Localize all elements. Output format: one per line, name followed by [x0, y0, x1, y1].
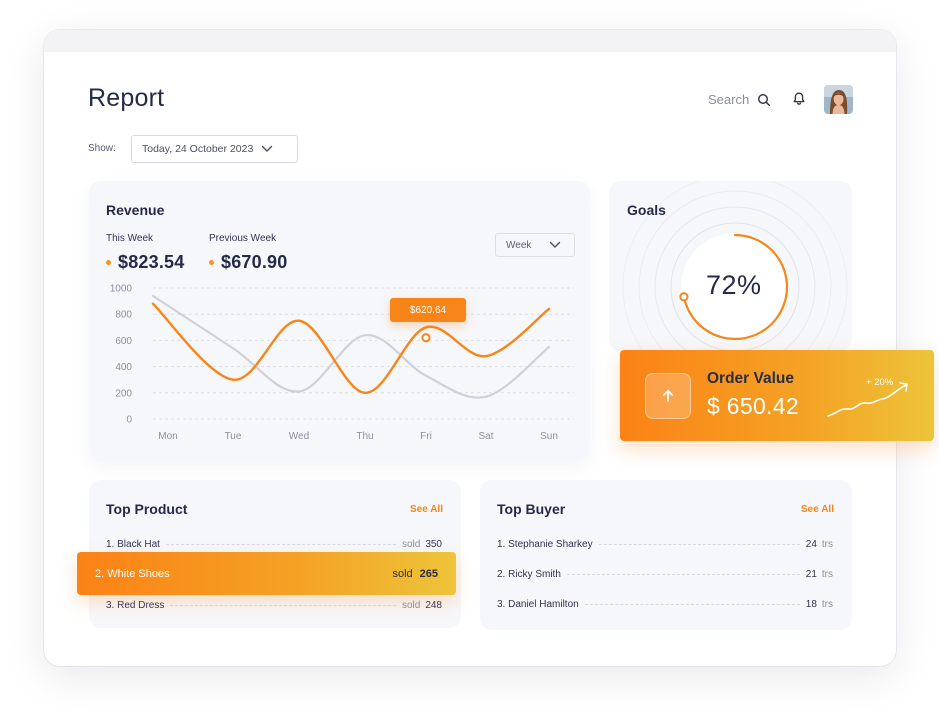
chevron-down-icon — [550, 241, 561, 248]
product-name: 3. Red Dress — [106, 600, 165, 611]
avatar[interactable] — [824, 85, 853, 114]
avatar-image — [824, 85, 853, 114]
buyer-count: 21 — [805, 569, 817, 580]
search-icon — [758, 93, 771, 106]
x-tick-label: Wed — [289, 431, 309, 442]
sold-label: sold — [401, 600, 421, 611]
list-item[interactable]: 2. Ricky Smith 21 trs — [497, 569, 833, 580]
list-item[interactable]: 3. Daniel Hamilton 18 trs — [497, 599, 833, 610]
buyer-name: 1. Stephanie Sharkey — [497, 539, 593, 550]
previous-week-label: Previous Week — [209, 233, 277, 244]
y-tick-label: 400 — [115, 362, 132, 373]
leader-line — [584, 604, 800, 605]
list-item[interactable]: 1. Stephanie Sharkey 24 trs — [497, 539, 833, 550]
buyer-count: 24 — [805, 539, 817, 550]
highlight-point — [421, 333, 431, 343]
product-sold-count: 350 — [425, 539, 442, 550]
x-tick-label: Fri — [420, 431, 432, 442]
trs-label: trs — [821, 569, 833, 580]
top-buyer-title: Top Buyer — [497, 501, 566, 517]
leader-line — [165, 544, 396, 545]
order-value-amount: $ 650.42 — [707, 393, 799, 419]
order-value-title: Order Value — [707, 370, 795, 387]
list-item[interactable]: 1. Black Hat sold 350 — [106, 539, 442, 550]
goals-rings — [622, 181, 848, 351]
highlighted-list-item[interactable]: 2. White Shoes sold 265 — [77, 552, 456, 595]
x-tick-label: Mon — [158, 431, 177, 442]
y-tick-label: 600 — [115, 336, 132, 347]
period-select-value: Week — [506, 239, 532, 251]
sparkline-icon — [827, 382, 908, 417]
top-buyer-panel — [480, 480, 852, 630]
date-select[interactable]: Today, 24 October 2023 — [131, 135, 298, 163]
product-name: 2. White Shoes — [95, 567, 170, 580]
x-tick-label: Thu — [356, 431, 373, 442]
revenue-title: Revenue — [106, 202, 165, 218]
chart-tooltip: $620.64 — [390, 298, 466, 322]
order-value-change: + 20% — [866, 377, 894, 388]
y-tick-label: 0 — [126, 415, 132, 426]
this-week-value: $823.54 — [118, 252, 185, 272]
revenue-panel — [89, 181, 590, 461]
previous-week-dot — [209, 260, 214, 265]
buyer-name: 3. Daniel Hamilton — [497, 599, 579, 610]
window-top-strip — [44, 30, 896, 52]
x-tick-label: Sat — [478, 431, 493, 442]
arrow-up-icon — [662, 389, 674, 402]
product-sold-count: 248 — [425, 600, 442, 611]
top-buyer-see-all-link[interactable]: See All — [801, 504, 834, 515]
search-button[interactable]: Search — [708, 92, 771, 107]
order-value-icon-box[interactable] — [645, 373, 691, 419]
goal-progress-arc — [682, 233, 789, 341]
chevron-down-icon — [262, 145, 273, 152]
product-name: 1. Black Hat — [106, 539, 160, 550]
y-tick-label: 200 — [115, 388, 132, 399]
leader-line — [170, 605, 396, 606]
sold-label: sold — [401, 539, 421, 550]
product-sold-count: 265 — [419, 567, 438, 580]
top-product-see-all-link[interactable]: See All — [410, 504, 443, 515]
x-tick-label: Sun — [540, 431, 558, 442]
y-tick-label: 800 — [115, 310, 132, 321]
page-title: Report — [88, 84, 165, 112]
bell-icon[interactable] — [791, 91, 807, 107]
goal-percent: 72% — [706, 270, 762, 300]
period-select[interactable]: Week — [495, 233, 575, 257]
leader-line — [566, 574, 800, 575]
this-week-line — [151, 302, 551, 395]
this-week-dot — [106, 260, 111, 265]
previous-week-line — [151, 294, 551, 399]
search-label: Search — [708, 92, 750, 107]
y-tick-label: 1000 — [110, 284, 133, 295]
goals-panel — [609, 181, 852, 351]
goal-progress-dot — [679, 292, 689, 302]
buyer-name: 2. Ricky Smith — [497, 569, 561, 580]
date-select-value: Today, 24 October 2023 — [142, 143, 254, 155]
revenue-chart: 1000 800 600 400 200 0 Mon Tue Wed Thu Fri Sat Sun — [110, 284, 574, 442]
sold-label: sold — [392, 567, 413, 580]
goals-title: Goals — [627, 202, 666, 218]
this-week-label: This Week — [106, 233, 154, 244]
trs-label: trs — [821, 539, 833, 550]
previous-week-value: $670.90 — [221, 252, 288, 272]
x-tick-label: Tue — [225, 431, 242, 442]
list-item[interactable]: 3. Red Dress sold 248 — [106, 600, 442, 611]
buyer-count: 18 — [805, 599, 817, 610]
trs-label: trs — [821, 599, 833, 610]
top-product-title: Top Product — [106, 501, 188, 517]
leader-line — [598, 544, 800, 545]
show-label: Show: — [88, 143, 116, 154]
